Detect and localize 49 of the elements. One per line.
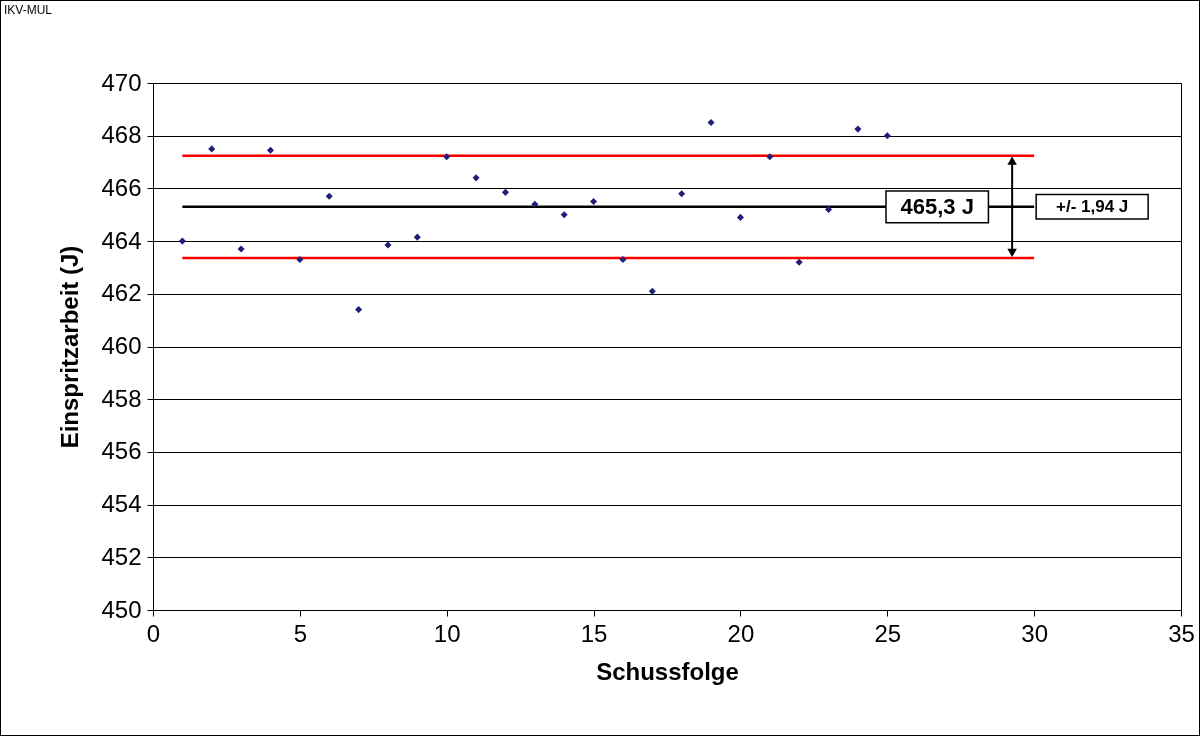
point bbox=[707, 118, 715, 127]
x-tick-label: 35 bbox=[1168, 619, 1195, 647]
x-axis-title: Schussfolge bbox=[596, 657, 739, 685]
point bbox=[208, 145, 216, 153]
x-tick-label: 10 bbox=[433, 619, 461, 647]
point bbox=[472, 174, 480, 182]
x-tick-label: 30 bbox=[1021, 619, 1048, 647]
point bbox=[413, 233, 421, 241]
point bbox=[296, 256, 304, 264]
point bbox=[560, 211, 568, 219]
y-axis-title: Einspritzarbeit (J) bbox=[56, 245, 84, 449]
y-tick-label: 452 bbox=[101, 542, 142, 570]
y-tick-label: 462 bbox=[101, 279, 142, 307]
point bbox=[648, 287, 656, 295]
x-tick-label: 20 bbox=[727, 619, 755, 647]
point bbox=[531, 200, 539, 208]
y-tick-label: 470 bbox=[101, 68, 142, 96]
y-tick-label: 456 bbox=[101, 437, 142, 465]
point bbox=[825, 205, 833, 214]
point bbox=[325, 192, 333, 200]
point bbox=[883, 132, 891, 140]
annotation: +/- 1,94 J bbox=[1055, 196, 1129, 216]
y-tick-label: 468 bbox=[101, 121, 142, 149]
y-tick-label: 464 bbox=[101, 226, 142, 254]
text: IKV-MUL bbox=[4, 3, 53, 17]
point bbox=[266, 146, 275, 154]
point bbox=[795, 258, 803, 266]
point bbox=[590, 198, 598, 206]
y-tick-label: 466 bbox=[101, 173, 142, 201]
point bbox=[443, 153, 451, 161]
x-tick-label: 0 bbox=[146, 619, 161, 647]
point bbox=[736, 213, 744, 221]
y-tick-label: 458 bbox=[101, 384, 142, 412]
point bbox=[178, 237, 186, 245]
point bbox=[678, 190, 686, 198]
point bbox=[501, 188, 509, 196]
annotation: 465,3 J bbox=[900, 193, 974, 219]
y-tick-label: 450 bbox=[101, 595, 142, 623]
x-tick-label: 25 bbox=[874, 619, 902, 647]
y-tick-label: 454 bbox=[101, 490, 142, 518]
point bbox=[619, 256, 627, 264]
y-tick-label: 460 bbox=[101, 332, 142, 359]
point bbox=[384, 241, 392, 249]
point bbox=[237, 245, 245, 253]
x-tick-label: 15 bbox=[580, 619, 608, 647]
x-tick-label: 5 bbox=[293, 619, 308, 647]
point bbox=[355, 306, 363, 314]
point bbox=[766, 153, 774, 161]
point bbox=[854, 125, 862, 133]
